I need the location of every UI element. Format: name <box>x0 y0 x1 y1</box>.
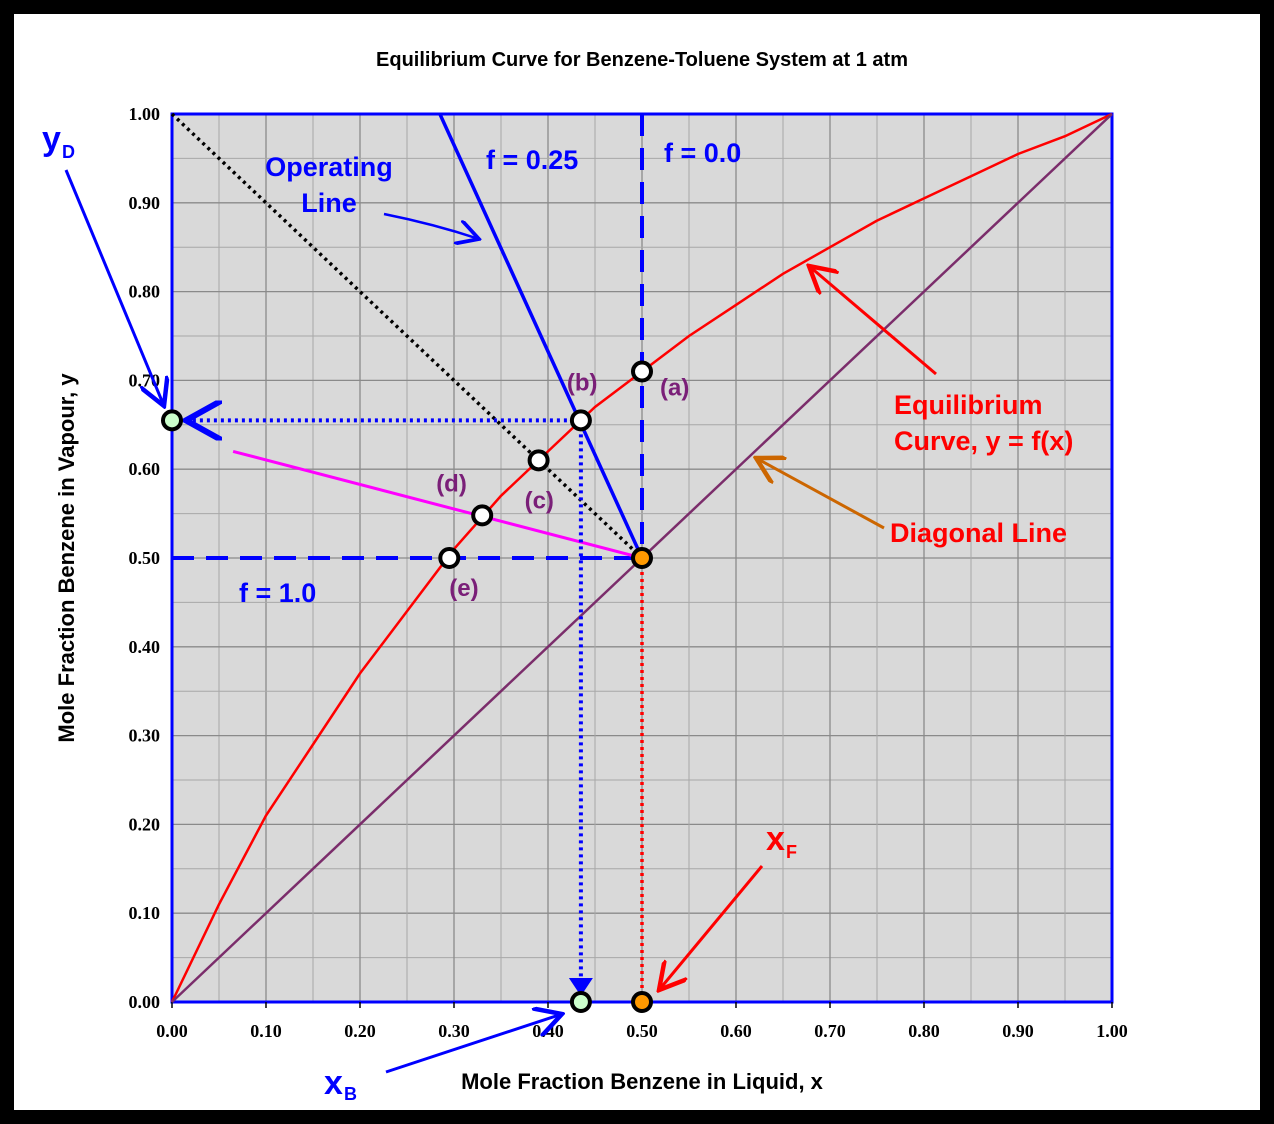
point-label: (b) <box>567 369 598 396</box>
x-b-label: x <box>324 1064 343 1102</box>
point-a <box>631 360 653 383</box>
y-tick-label: 1.00 <box>129 104 161 124</box>
y-d-arrow <box>64 169 164 406</box>
x-axis-label: Mole Fraction Benzene in Liquid, x <box>461 1069 824 1094</box>
operating-line <box>438 113 644 559</box>
y-tick-label: 0.90 <box>129 193 161 213</box>
equilibrium-chart: Equilibrium Curve for Benzene-Toluene Sy… <box>42 49 1128 1104</box>
operating-line-label: Line <box>301 188 357 218</box>
x-tick-label: 0.50 <box>626 1021 658 1041</box>
point-d <box>471 504 494 527</box>
x-f-arrow <box>659 865 764 990</box>
operating-line-arrow <box>383 212 479 239</box>
y-d-subscript: D <box>62 142 75 162</box>
x-tick-label: 0.20 <box>344 1021 376 1041</box>
x-tick-label: 0.10 <box>250 1021 282 1041</box>
x-tick-label: 0.30 <box>438 1021 470 1041</box>
y-tick-label: 0.30 <box>129 726 161 746</box>
y-axis-label: Mole Fraction Benzene in Vapour, y <box>54 373 79 743</box>
point-c <box>527 449 550 472</box>
point-label: (e) <box>449 575 478 602</box>
y-tick-label: 0.00 <box>129 992 161 1012</box>
y-d-label: y <box>42 120 61 158</box>
x-tick-label: 0.00 <box>156 1021 188 1041</box>
y-d-point <box>161 409 183 432</box>
x-f-label: x <box>766 820 785 858</box>
x-f-point <box>631 991 653 1013</box>
x-tick-label: 0.60 <box>720 1021 752 1041</box>
f-0.25-label: f = 0.25 <box>486 145 578 175</box>
y-tick-label: 0.50 <box>129 548 161 568</box>
point-label: (a) <box>660 375 689 402</box>
x-f-subscript: F <box>786 842 797 862</box>
point-label: (c) <box>525 487 554 514</box>
equilibrium-arrow <box>809 266 937 376</box>
x-b-point <box>569 991 592 1013</box>
equilibrium-label: Equilibrium <box>894 390 1043 420</box>
diagonal-arrow <box>756 458 885 530</box>
x-tick-label: 1.00 <box>1096 1021 1128 1041</box>
f-1.0-label: f = 1.0 <box>239 578 316 608</box>
point-b <box>569 409 592 432</box>
f-0.0-label: f = 0.0 <box>664 138 741 168</box>
equilibrium-label: Curve, y = f(x) <box>894 426 1073 456</box>
chart-title: Equilibrium Curve for Benzene-Toluene Sy… <box>376 49 908 71</box>
points-layer: (a) (b) (c) (d) (e) <box>161 360 689 1013</box>
x-tick-label: 0.80 <box>908 1021 940 1041</box>
x-tick-label: 0.70 <box>814 1021 846 1041</box>
annotations-layer: Operating Line f = 0.25 f = 0.0 f = 1.0 Equil… <box>42 120 1073 1104</box>
operating-line-label: Operating <box>265 152 393 182</box>
magenta-line <box>232 449 643 560</box>
feed-point <box>631 547 653 569</box>
diagonal-label: Diagonal Line <box>890 518 1067 548</box>
y-tick-label: 0.20 <box>129 814 161 834</box>
y-tick-label: 0.80 <box>129 282 161 302</box>
x-tick-label: 0.90 <box>1002 1021 1034 1041</box>
y-tick-label: 0.40 <box>129 637 161 657</box>
y-tick-label: 0.60 <box>129 459 161 479</box>
x-b-subscript: B <box>344 1084 357 1104</box>
q-line-dotted <box>170 112 644 560</box>
point-e <box>438 547 461 569</box>
x-b-arrow <box>385 1014 562 1074</box>
chart-frame: Equilibrium Curve for Benzene-Toluene Sy… <box>14 14 1260 1110</box>
x-b-arrowhead <box>568 978 593 996</box>
x-tick-label: 0.40 <box>532 1021 564 1041</box>
point-label: (d) <box>436 470 467 497</box>
y-tick-label: 0.10 <box>129 903 161 923</box>
